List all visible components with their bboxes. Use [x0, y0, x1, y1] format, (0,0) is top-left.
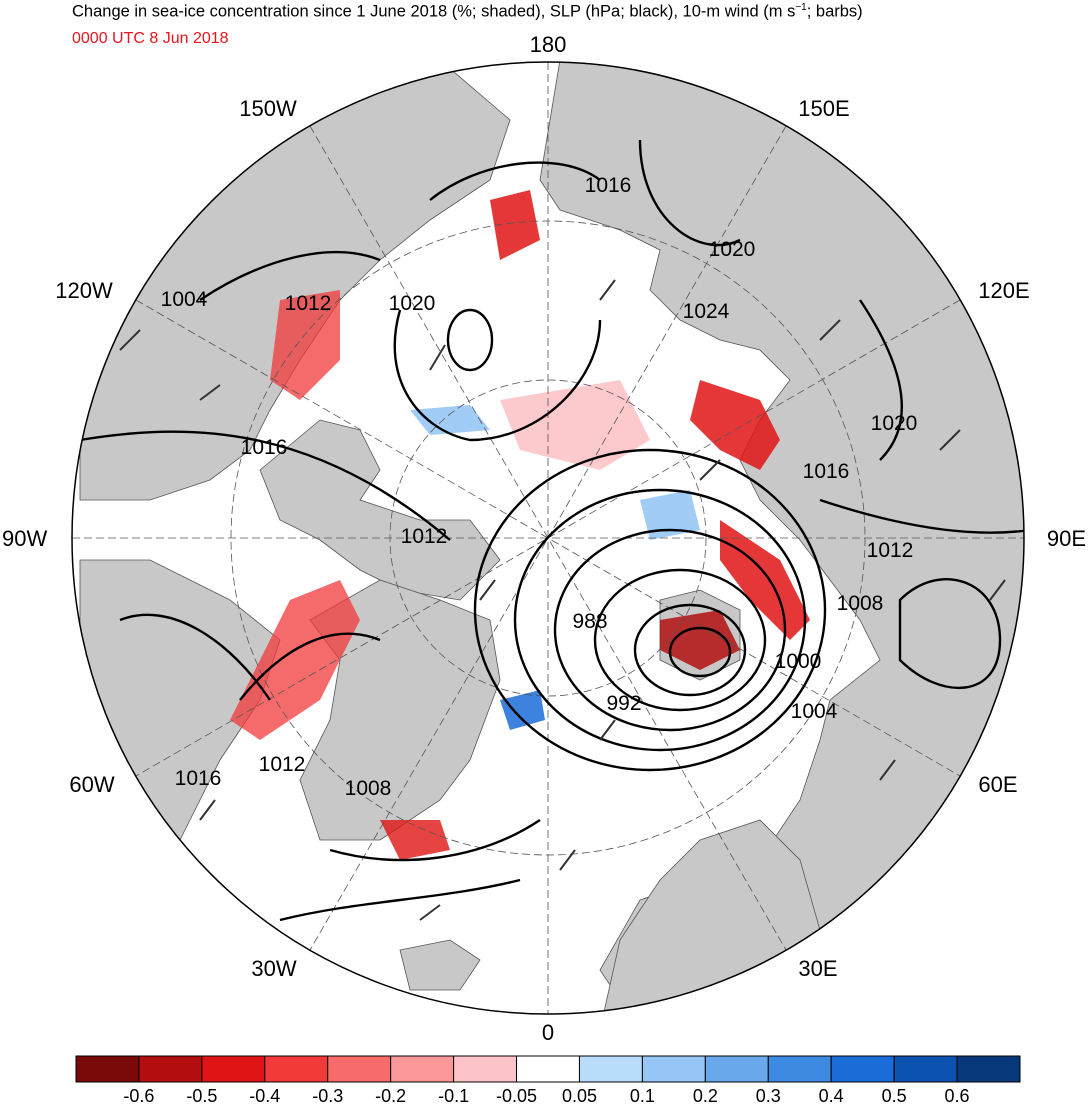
- colorbar-swatch: [201, 1055, 266, 1083]
- slp-label: 1016: [175, 767, 222, 790]
- land-iceland: [399, 939, 481, 991]
- slp-label: 1012: [285, 292, 332, 315]
- land-eurasia: [539, 62, 1024, 1014]
- slp-label: 1016: [803, 460, 850, 483]
- slp-label: 1020: [709, 238, 756, 261]
- sea-ice-change-shading: [230, 190, 810, 860]
- slp-label: 1012: [867, 539, 914, 562]
- ice-loss-central: [500, 380, 650, 470]
- lon-label-60e: 60E: [978, 772, 1017, 797]
- colorbar-tick-label: -0.3: [312, 1086, 343, 1106]
- slp-label: 988: [572, 610, 607, 633]
- slp-label: 1008: [837, 592, 884, 615]
- slp-label: 1020: [871, 412, 918, 435]
- colorbar-swatch: [893, 1055, 958, 1083]
- lon-label-90w: 90W: [2, 526, 47, 551]
- colorbar-tick-label: -0.2: [375, 1086, 406, 1106]
- colorbar: -0.6 -0.5 -0.4 -0.3 -0.2 -0.1 -0.05 0.05 0.1 0.2 0…: [75, 1055, 1021, 1106]
- ice-loss-baffin: [230, 580, 360, 740]
- colorbar-swatch: [75, 1055, 140, 1083]
- slp-label: 1020: [389, 292, 436, 315]
- colorbar-swatch: [453, 1055, 518, 1083]
- lon-label-120e: 120E: [978, 278, 1029, 303]
- slp-contour-labels: 1016 1020 1024 1020 1016 1012 1008 1000 …: [161, 174, 918, 800]
- lon-label-120w: 120W: [55, 278, 113, 303]
- colorbar-swatch: [264, 1055, 329, 1083]
- colorbar-tick-label: -0.5: [186, 1086, 217, 1106]
- colorbar-swatch: [578, 1055, 643, 1083]
- colorbar-tick-label: 0.2: [693, 1086, 718, 1106]
- ice-loss-beaufort: [270, 290, 340, 400]
- ice-gain-fram: [500, 690, 545, 730]
- slp-label: 1016: [241, 436, 288, 459]
- colorbar-tick-label: -0.1: [438, 1086, 469, 1106]
- colorbar-tick-label: 0.6: [945, 1086, 970, 1106]
- slp-label: 1000: [775, 650, 822, 673]
- colorbar-swatch: [641, 1055, 706, 1083]
- slp-label: 1016: [585, 174, 632, 197]
- slp-label: 1004: [161, 288, 208, 311]
- colorbar-tick-label: 0.05: [562, 1086, 597, 1106]
- ice-loss-laptev: [690, 380, 780, 470]
- colorbar-tick-label: 0.3: [756, 1086, 781, 1106]
- colorbar-tick-label: -0.4: [249, 1086, 280, 1106]
- land-canadian-archipelago: [259, 419, 501, 601]
- colorbar-swatch: [956, 1055, 1021, 1083]
- slp-label: 992: [606, 692, 641, 715]
- colorbar-swatch: [390, 1055, 455, 1083]
- ice-loss-kara: [720, 520, 810, 640]
- colorbar-tick-label: -0.6: [123, 1086, 154, 1106]
- colorbar-tick-label: 0.1: [630, 1086, 655, 1106]
- colorbar-swatch: [704, 1055, 769, 1083]
- slp-label: 1012: [259, 753, 306, 776]
- lon-label-150w: 150W: [239, 96, 297, 121]
- colorbar-swatch: [767, 1055, 832, 1083]
- lon-label-90e: 90E: [1047, 526, 1086, 551]
- slp-label: 1008: [345, 777, 392, 800]
- colorbar-swatch: [516, 1055, 580, 1083]
- ice-loss-barents: [660, 610, 740, 670]
- lon-label-30w: 30W: [251, 956, 296, 981]
- ice-gain-central: [640, 490, 700, 540]
- colorbar-tick-label: 0.4: [819, 1086, 844, 1106]
- slp-contours: [79, 139, 1024, 922]
- figure-title: Change in sea-ice concentration since 1 …: [72, 2, 863, 21]
- lon-label-180: 180: [530, 32, 567, 57]
- colorbar-tick-label: 0.5: [882, 1086, 907, 1106]
- map-border: [71, 61, 1025, 1015]
- lon-label-0: 0: [542, 1020, 554, 1045]
- valid-time: 0000 UTC 8 Jun 2018: [72, 30, 229, 47]
- slp-label: 1004: [791, 700, 838, 723]
- ice-loss-denmark-strait: [380, 820, 450, 860]
- colorbar-tick-label: -0.05: [496, 1086, 537, 1106]
- lon-label-150e: 150E: [798, 96, 849, 121]
- colorbar-swatch: [327, 1055, 392, 1083]
- wind-barbs: [119, 279, 1006, 921]
- lon-label-60w: 60W: [69, 772, 114, 797]
- ice-loss-chukchi: [490, 190, 540, 260]
- lon-label-30e: 30E: [798, 956, 837, 981]
- colorbar-swatch: [830, 1055, 895, 1083]
- slp-label: 1012: [401, 525, 448, 548]
- slp-label: 1024: [683, 300, 730, 323]
- colorbar-swatch: [138, 1055, 203, 1083]
- ice-gain-beaufort: [410, 405, 490, 435]
